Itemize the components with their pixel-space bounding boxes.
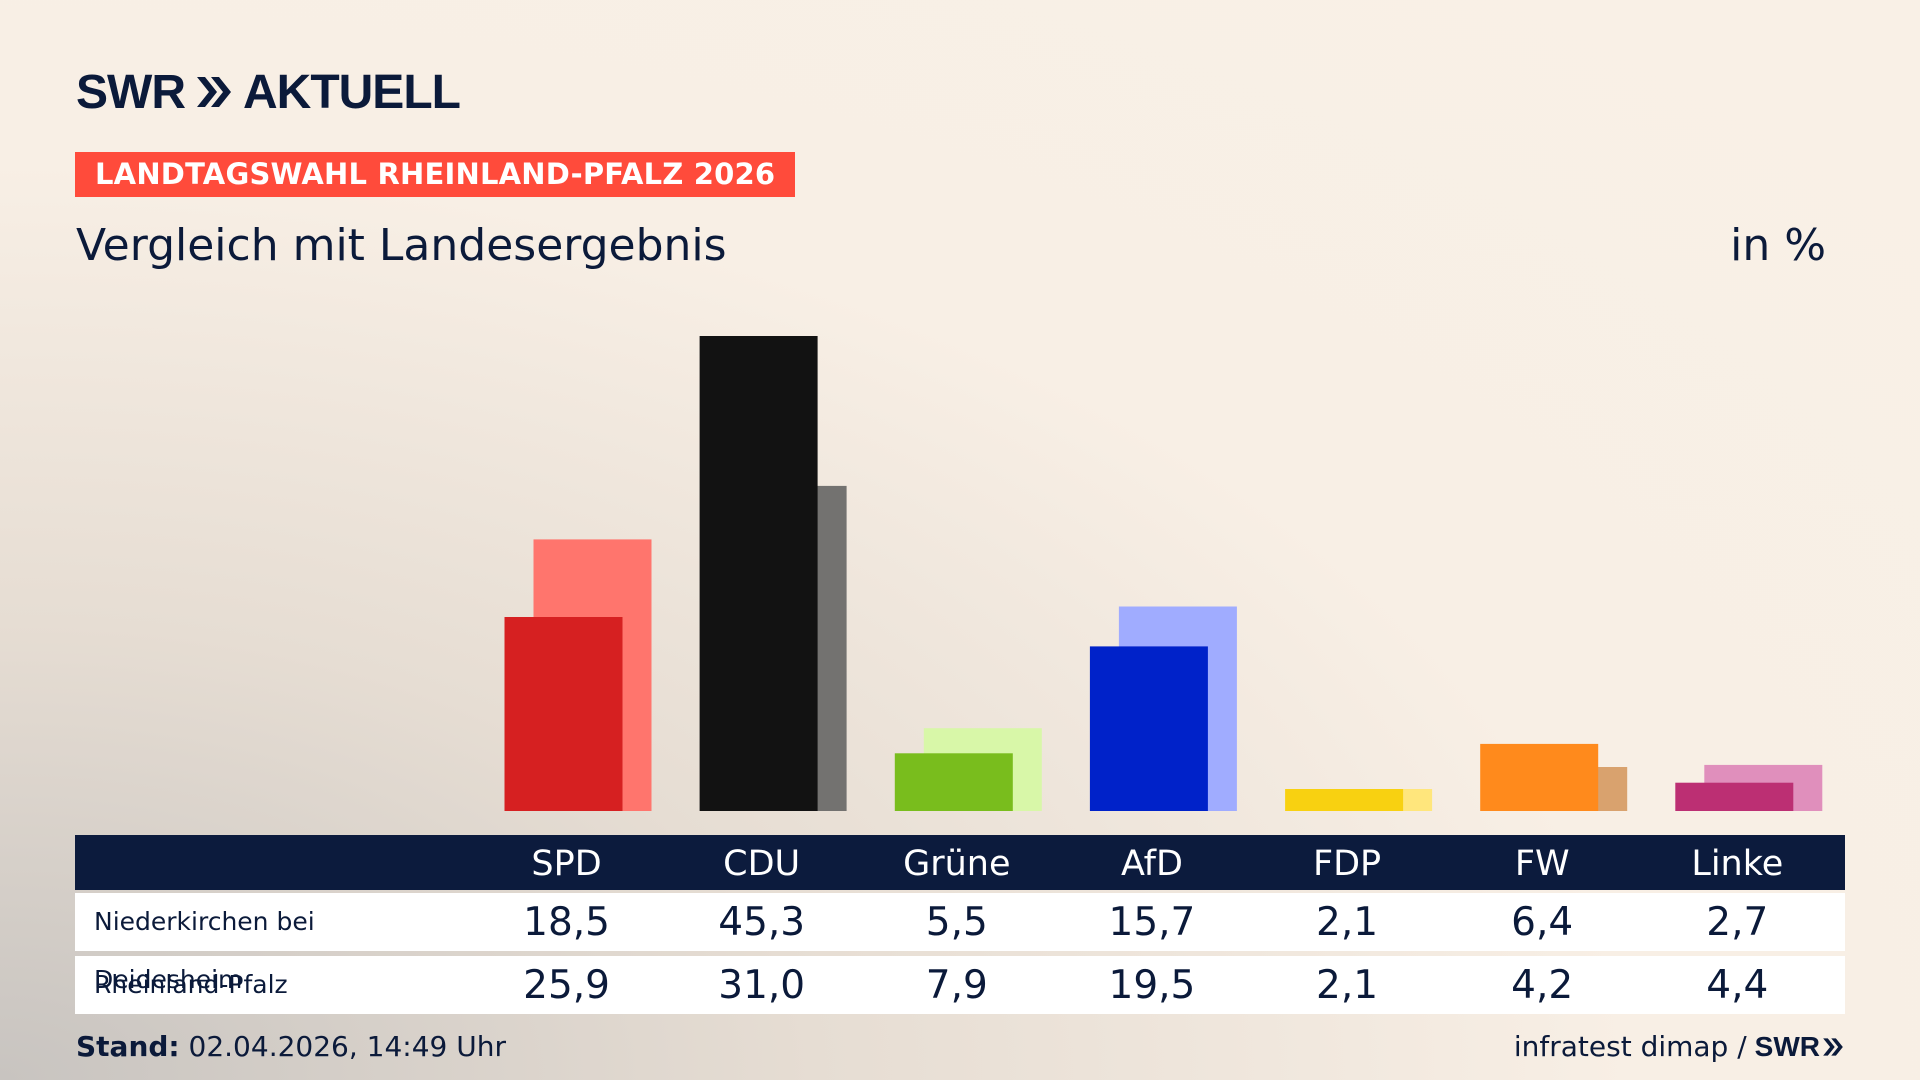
stand-value: 02.04.2026, 14:49 Uhr xyxy=(188,1030,506,1063)
bar-local-linke xyxy=(1675,782,1794,811)
party-label: SPD xyxy=(531,844,602,884)
row-label: Niederkirchen bei Deidesheim xyxy=(94,907,315,994)
bar-local-spd xyxy=(504,617,623,811)
table-row-state: Rheinland-Pfalz 25,9 31,0 7,9 19,5 2,1 4… xyxy=(75,956,1845,1014)
table-row-local: Niederkirchen bei Deidesheim 18,5 45,3 5… xyxy=(75,893,1845,994)
value-cell: 2,7 xyxy=(1706,900,1769,945)
source-credit: infratest dimap / SWR xyxy=(1514,1030,1844,1063)
footer-logo-text: SWR xyxy=(1754,1030,1820,1062)
double-chevron-icon xyxy=(1823,1037,1843,1056)
value-cell: 2,1 xyxy=(1316,963,1379,1008)
bar-local-fdp xyxy=(1285,789,1404,811)
stand-label: Stand: xyxy=(76,1030,180,1063)
source-text: infratest dimap / xyxy=(1513,1030,1747,1063)
value-cell: 2,1 xyxy=(1316,900,1379,945)
value-cell: 5,5 xyxy=(925,900,988,945)
row-label: Rheinland-Pfalz xyxy=(94,970,288,999)
value-cell: 7,9 xyxy=(925,963,988,1008)
logo-text: SWR xyxy=(76,65,186,119)
value-cell: 45,3 xyxy=(718,900,806,945)
value-cell: 19,5 xyxy=(1108,963,1196,1008)
bar-local-cdu xyxy=(699,336,818,811)
double-chevron-icon xyxy=(196,77,231,107)
bar-chart xyxy=(504,336,1823,811)
table-header: SPD CDU Grüne AfD FDP FW Linke xyxy=(75,835,1845,890)
chart-title: Vergleich mit Landesergebnis xyxy=(76,220,727,271)
logo-suffix: AKTUELL xyxy=(242,65,461,119)
party-label: AfD xyxy=(1120,844,1183,884)
unit-label: in % xyxy=(1730,220,1826,271)
party-label: FDP xyxy=(1312,844,1382,884)
timestamp: Stand: 02.04.2026, 14:49 Uhr xyxy=(76,1030,506,1063)
party-label: Grüne xyxy=(903,844,1011,884)
election-badge: LANDTAGSWAHL RHEINLAND-PFALZ 2026 xyxy=(75,152,796,197)
value-cell: 6,4 xyxy=(1511,900,1574,945)
party-label: CDU xyxy=(723,844,801,884)
value-cell: 31,0 xyxy=(718,963,806,1008)
swr-aktuell-logo: SWR AKTUELL xyxy=(76,65,461,119)
value-cell: 25,9 xyxy=(523,963,610,1008)
header-spacer xyxy=(75,835,469,890)
value-cell: 18,5 xyxy=(523,900,610,945)
value-cell: 4,2 xyxy=(1511,963,1574,1008)
value-cell: 15,7 xyxy=(1108,900,1196,945)
party-label: Linke xyxy=(1691,844,1784,884)
bar-local-afd xyxy=(1089,646,1208,811)
swr-footer-logo: SWR xyxy=(1755,1031,1844,1063)
results-table: SPD CDU Grüne AfD FDP FW Linke Niederkir… xyxy=(75,835,1845,1014)
value-cell: 4,4 xyxy=(1706,963,1769,1008)
party-label: FW xyxy=(1514,844,1570,884)
bar-local-fw xyxy=(1480,743,1599,811)
bar-local-grüne xyxy=(894,753,1013,811)
